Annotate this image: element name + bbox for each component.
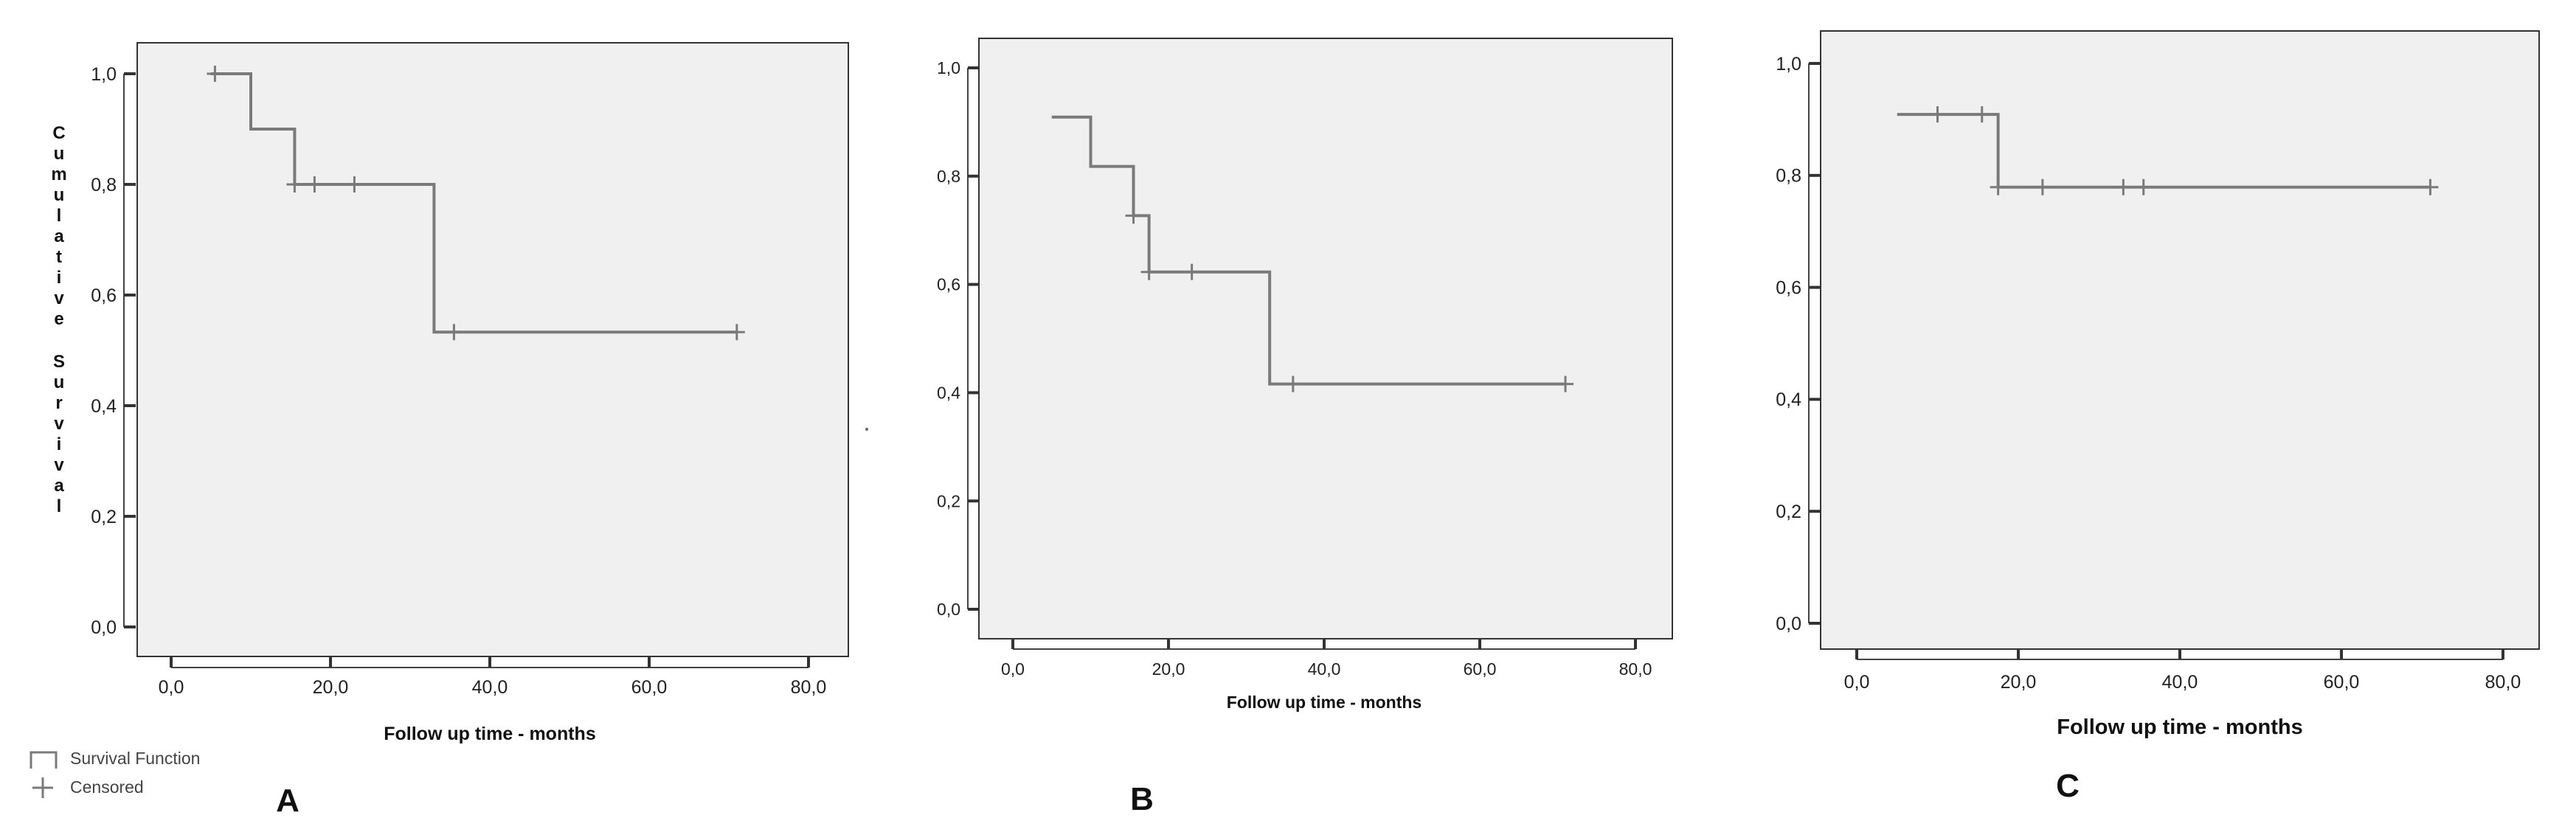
- stray-dot: [865, 428, 868, 431]
- y-axis-title-char: i: [57, 434, 62, 454]
- plot-area: [1820, 30, 2540, 650]
- x-tick-label: 60,0: [2324, 672, 2360, 693]
- x-tick-label: 80,0: [2485, 672, 2521, 693]
- y-axis-title-char: v: [54, 455, 64, 475]
- y-tick-label: 0,6: [1776, 277, 1801, 298]
- y-axis-title-char: a: [54, 476, 64, 496]
- chart-panel-c: 0,0 0,2 0,4 0,6 0,8 1,0 0,0 20,0 40,0 60,0 80,0 Fol…: [1776, 30, 2540, 804]
- censored-marker: [1990, 178, 2007, 195]
- y-axis-title-char: e: [54, 309, 63, 329]
- y-axis-title-char: v: [54, 288, 64, 308]
- y-axis-title-char: l: [57, 496, 62, 516]
- censored-marker: [306, 176, 323, 193]
- y-tick-label: 0,2: [937, 491, 960, 510]
- y-axis-title-char: u: [54, 144, 65, 164]
- y-tick-label: 0,0: [1776, 614, 1801, 634]
- survival-function-line-0: [211, 72, 737, 334]
- survival-function-line-0: [1897, 113, 2431, 189]
- y-tick-label: 0,8: [91, 175, 117, 195]
- y-axis-title-char: l: [57, 206, 62, 226]
- x-tick-label: 80,0: [1619, 659, 1652, 679]
- censored-marker: [728, 324, 745, 341]
- panel-label: C: [2056, 768, 2080, 804]
- x-tick-label: 60,0: [1464, 659, 1497, 679]
- censored-marker: [1973, 106, 1990, 123]
- y-tick-label: 0,0: [91, 617, 117, 638]
- y-tick-label: 0,4: [937, 383, 960, 402]
- x-tick-label: 20,0: [313, 677, 349, 698]
- y-axis-title-char: u: [54, 185, 65, 205]
- plot-area: [978, 38, 1673, 639]
- step-line-icon: [30, 751, 58, 769]
- y-tick-label: 0,0: [937, 600, 960, 619]
- x-tick-label: 40,0: [472, 677, 508, 698]
- censored-marker: [1125, 207, 1142, 224]
- censored-marker: [1929, 106, 1946, 123]
- y-tick-label: 0,6: [91, 285, 117, 306]
- censored-marker: [2034, 178, 2051, 195]
- plot-area: [136, 42, 849, 657]
- y-axis-title-char: [57, 330, 62, 350]
- y-tick-label: 1,0: [91, 64, 117, 85]
- censored-marker: [446, 324, 463, 341]
- legend-label-censored: Censored: [70, 777, 144, 797]
- censored-marker: [2422, 178, 2439, 195]
- y-tick-label: 0,8: [937, 167, 960, 186]
- panel-label: B: [1130, 781, 1154, 817]
- censored-marker: [1557, 375, 1574, 392]
- y-tick-label: 1,0: [937, 58, 960, 77]
- legend-label-survival-function: Survival Function: [70, 749, 200, 768]
- y-tick-label: 0,4: [91, 396, 117, 417]
- legend: Survival Function Censored: [30, 749, 200, 798]
- y-tick-label: 0,2: [1776, 502, 1801, 522]
- y-tick-label: 0,6: [937, 275, 960, 294]
- censored-marker: [1183, 263, 1200, 280]
- y-tick-label: 1,0: [1776, 54, 1801, 74]
- chart-panel-b: 0,0 0,2 0,4 0,6 0,8 1,0 0,0 20,0 40,0 60,0 80,0 Fol…: [937, 38, 1673, 817]
- censored-marker: [346, 176, 363, 193]
- y-axis-title-char: S: [53, 352, 65, 372]
- x-tick-label: 40,0: [2162, 672, 2198, 693]
- x-axis-title: Follow up time - months: [384, 724, 595, 744]
- chart-panel-a: 0,0 0,2 0,4 0,6 0,8 1,0 0,0 20,0 40,0 60,0 80,0 Fol…: [51, 42, 849, 819]
- censored-marker: [207, 66, 224, 82]
- y-axis-title-char: r: [55, 393, 62, 413]
- x-axis-title: Follow up time - months: [1227, 693, 1422, 712]
- x-tick-label: 0,0: [1001, 659, 1025, 679]
- y-axis-title-char: C: [52, 123, 65, 143]
- x-tick-label: 60,0: [631, 677, 668, 698]
- y-axis-title-char: v: [54, 414, 64, 434]
- censored-marker: [2135, 178, 2152, 195]
- y-tick-label: 0,8: [1776, 166, 1801, 187]
- x-tick-label: 20,0: [1152, 659, 1185, 679]
- y-axis-title-char: m: [51, 164, 66, 184]
- y-axis-title-char: a: [54, 226, 64, 246]
- y-axis-title-char: i: [57, 268, 62, 288]
- x-tick-label: 0,0: [159, 677, 184, 698]
- censored-marker: [1140, 263, 1157, 280]
- y-tick-label: 0,2: [91, 507, 117, 527]
- x-tick-label: 40,0: [1308, 659, 1341, 679]
- y-tick-label: 0,4: [1776, 389, 1801, 410]
- censored-marker: [286, 176, 303, 193]
- censored-marker: [2115, 178, 2132, 195]
- x-tick-label: 80,0: [791, 677, 827, 698]
- y-axis-title-char: t: [56, 247, 62, 267]
- x-axis-title: Follow up time - months: [2057, 715, 2302, 739]
- censored-marker: [1284, 375, 1301, 392]
- panel-label: A: [276, 783, 300, 819]
- x-tick-label: 20,0: [2001, 672, 2037, 693]
- y-axis-title-char: u: [54, 372, 65, 392]
- x-tick-label: 0,0: [1844, 672, 1870, 693]
